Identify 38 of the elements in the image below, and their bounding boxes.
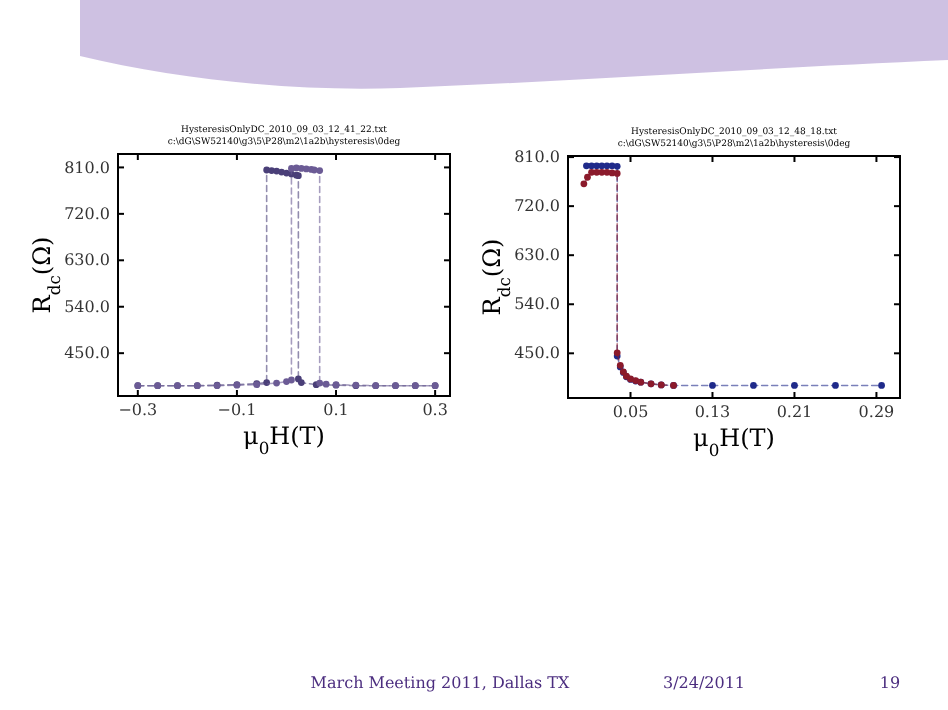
x-tick-label: 0.29 — [858, 403, 895, 422]
x-tick-label: 0.3 — [422, 401, 448, 420]
y-tick-label: 720.0 — [64, 204, 110, 223]
text: 19 — [879, 674, 901, 692]
y-tick-label: 540.0 — [64, 297, 110, 316]
point — [878, 382, 885, 389]
point — [613, 162, 621, 170]
x-axis-title: μ$_{0}$H(T) — [243, 422, 325, 458]
y-tick-label: 810.0 — [64, 158, 110, 177]
point — [273, 379, 280, 387]
x-tick-label: 0.05 — [612, 403, 649, 422]
y-tick-label: 720.0 — [514, 197, 560, 216]
x-tick-label: −0.3 — [118, 401, 158, 420]
point — [322, 380, 330, 388]
y-tick-label: 630.0 — [514, 246, 560, 265]
point — [316, 167, 324, 174]
x-tick-label: −0.1 — [217, 401, 257, 420]
point — [832, 382, 839, 389]
point — [584, 173, 591, 181]
text: 3/24/2011 — [662, 674, 746, 692]
x-tick-label: 0.1 — [323, 401, 349, 420]
x-axis-title: μ$_{0}$H(T) — [693, 424, 775, 460]
text: March Meeting 2011, Dallas TX — [310, 674, 571, 692]
y-tick-label: 810.0 — [514, 148, 560, 167]
x-tick-label: 0.13 — [694, 403, 731, 422]
point — [791, 382, 798, 389]
point — [709, 382, 716, 389]
point — [263, 379, 271, 386]
point — [288, 376, 295, 384]
point — [750, 382, 757, 389]
y-tick-label: 540.0 — [514, 295, 560, 314]
x-tick-label: 0.21 — [776, 403, 813, 422]
y-tick-label: 450.0 — [64, 344, 110, 363]
point — [613, 170, 621, 177]
point — [598, 168, 606, 176]
y-tick-label: 630.0 — [64, 251, 110, 270]
point — [580, 180, 588, 188]
y-tick-label: 450.0 — [514, 344, 560, 363]
